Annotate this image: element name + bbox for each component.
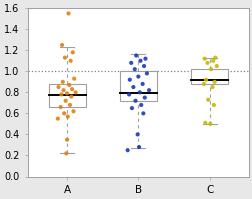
Point bbox=[141, 64, 145, 68]
Point bbox=[205, 98, 209, 101]
Point bbox=[143, 57, 147, 60]
Point bbox=[205, 61, 209, 64]
Point bbox=[67, 83, 71, 87]
Point bbox=[137, 91, 141, 94]
Point bbox=[141, 112, 145, 115]
Point bbox=[66, 12, 70, 15]
Point bbox=[56, 117, 60, 120]
Point bbox=[73, 91, 77, 94]
Bar bbox=[190, 69, 227, 84]
Point bbox=[214, 64, 218, 68]
Point bbox=[62, 112, 66, 115]
Point bbox=[65, 92, 69, 95]
Point bbox=[212, 80, 216, 83]
Point bbox=[212, 56, 216, 59]
Point bbox=[63, 99, 67, 102]
Point bbox=[146, 89, 150, 92]
Point bbox=[131, 86, 135, 89]
Point bbox=[211, 103, 215, 106]
Point bbox=[210, 86, 214, 89]
Point bbox=[72, 77, 76, 80]
Point bbox=[61, 89, 65, 92]
Point bbox=[138, 59, 142, 62]
Point bbox=[58, 105, 62, 109]
Point bbox=[142, 96, 146, 99]
Point bbox=[68, 103, 72, 106]
Bar bbox=[119, 71, 156, 101]
Point bbox=[134, 54, 138, 57]
Point bbox=[208, 68, 212, 71]
Point bbox=[65, 138, 69, 141]
Point bbox=[69, 95, 73, 98]
Bar bbox=[48, 84, 85, 106]
Point bbox=[56, 86, 60, 89]
Point bbox=[135, 133, 139, 136]
Point bbox=[202, 57, 206, 60]
Point bbox=[207, 122, 211, 126]
Point bbox=[68, 59, 72, 62]
Point bbox=[137, 145, 141, 149]
Point bbox=[125, 149, 129, 152]
Point bbox=[129, 106, 133, 110]
Point bbox=[71, 51, 75, 54]
Point bbox=[133, 99, 137, 102]
Point bbox=[63, 56, 67, 59]
Point bbox=[136, 75, 140, 78]
Point bbox=[203, 121, 207, 124]
Point bbox=[144, 72, 148, 75]
Point bbox=[59, 93, 63, 96]
Point bbox=[127, 78, 131, 81]
Point bbox=[60, 80, 65, 83]
Point bbox=[140, 82, 144, 86]
Point bbox=[129, 61, 133, 64]
Point bbox=[127, 93, 131, 96]
Point bbox=[64, 152, 68, 155]
Point bbox=[132, 68, 136, 71]
Point bbox=[139, 103, 143, 106]
Point bbox=[210, 59, 214, 62]
Point bbox=[71, 110, 75, 113]
Point bbox=[70, 88, 74, 91]
Point bbox=[203, 78, 207, 81]
Point bbox=[60, 43, 64, 47]
Point bbox=[66, 115, 70, 118]
Point bbox=[201, 82, 205, 86]
